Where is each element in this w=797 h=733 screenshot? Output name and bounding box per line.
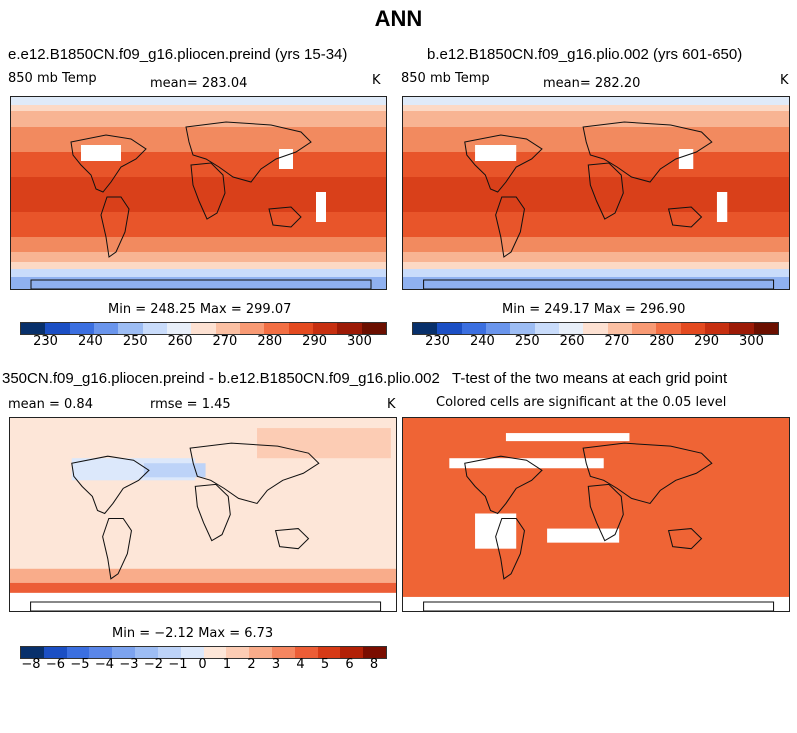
colorbar-tick-label: 230 [33, 334, 58, 349]
panel1-map [10, 96, 387, 290]
panel2-variable: 850 mb Temp [401, 71, 490, 86]
colorbar-tick-label: 260 [167, 334, 193, 349]
panel2-title: b.e12.B1850CN.f09_g16.plio.002 (yrs 601-… [427, 46, 743, 63]
panel1-mean: mean= 283.04 [150, 76, 248, 91]
colorbar-tick-label: −1 [168, 657, 188, 672]
panel1-units: K [372, 73, 381, 88]
panel1-minmax: Min = 248.25 Max = 299.07 [108, 302, 292, 317]
panel3-minmax: Min = −2.12 Max = 6.73 [112, 626, 274, 641]
colorbar-tick-label: 3 [271, 657, 281, 672]
colorbar-tick-label: 270 [212, 334, 238, 349]
colorbar-tick-label: 280 [257, 334, 283, 349]
colorbar-tick-label: −8 [21, 657, 41, 672]
panel1-variable: 850 mb Temp [8, 71, 97, 86]
colorbar-tick-label: 2 [247, 657, 256, 672]
colorbar-tick-label: 250 [122, 334, 148, 349]
figure-title: ANN [374, 6, 423, 31]
colorbar-tick-label: 290 [694, 334, 720, 349]
panel3-colorbar [20, 646, 387, 659]
colorbar-tick-label: 240 [469, 334, 495, 349]
panel4-title: T-test of the two means at each grid poi… [452, 370, 728, 387]
colorbar-tick-label: 5 [320, 657, 330, 672]
colorbar-tick-label: 8 [369, 657, 379, 672]
colorbar-tick-label: 280 [649, 334, 675, 349]
colorbar-tick-label: −2 [143, 657, 164, 672]
panel3-map [9, 417, 397, 612]
colorbar-tick-label: 6 [345, 657, 354, 672]
colorbar-tick-label: 1 [222, 657, 232, 672]
colorbar-tick-label: 300 [739, 334, 764, 349]
panel4-map [402, 417, 790, 612]
colorbar-tick-label: 250 [514, 334, 540, 349]
colorbar-tick-label: −3 [119, 657, 139, 672]
colorbar-tick-label: 0 [198, 657, 207, 672]
panel4-subtitle: Colored cells are significant at the 0.0… [436, 395, 727, 410]
panel2-units: K [780, 73, 789, 88]
colorbar-tick-label: 270 [604, 334, 630, 349]
panel2-mean: mean= 282.20 [543, 76, 641, 91]
panel1-title: e.e12.B1850CN.f09_g16.pliocen.preind (yr… [8, 46, 348, 63]
colorbar-tick-label: −5 [70, 657, 90, 672]
colorbar-tick-label: 290 [302, 334, 328, 349]
colorbar-tick-label: 4 [296, 657, 305, 672]
panel2-colorbar [412, 322, 779, 335]
colorbar-tick-label: 230 [425, 334, 450, 349]
panel3-rmse: rmse = 1.45 [150, 397, 231, 412]
panel3-mean: mean = 0.84 [8, 397, 93, 412]
panel3-units: K [387, 397, 396, 412]
panel1-colorbar [20, 322, 387, 335]
panel3-title: 350CN.f09_g16.pliocen.preind - b.e12.B18… [2, 370, 440, 387]
panel2-map [402, 96, 790, 290]
colorbar-tick-label: −4 [94, 657, 115, 672]
panel2-minmax: Min = 249.17 Max = 296.90 [502, 302, 686, 317]
colorbar-tick-label: 260 [559, 334, 585, 349]
colorbar-tick-label: 300 [347, 334, 372, 349]
colorbar-tick-label: −6 [45, 657, 66, 672]
colorbar-tick-label: 240 [77, 334, 103, 349]
